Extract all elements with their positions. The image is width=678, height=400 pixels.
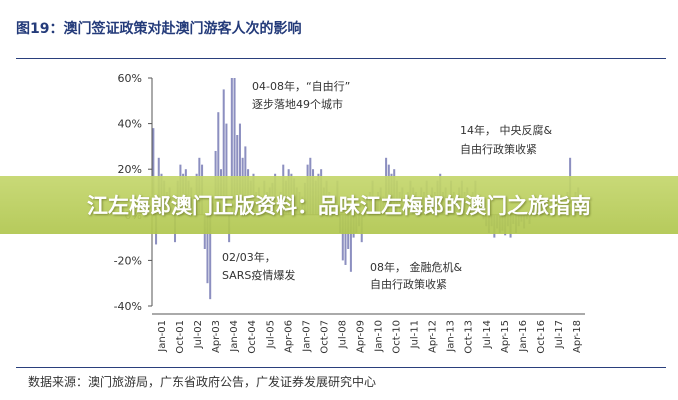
source-note: 数据来源：澳门旅游局，广东省政府公告，广发证券发展研究中心 bbox=[28, 375, 377, 389]
x-tick-label: Oct-16 bbox=[536, 320, 547, 354]
x-tick-label: Oct-07 bbox=[319, 320, 330, 354]
y-tick-label: 20% bbox=[118, 163, 142, 176]
figure-title: 图19：澳门签证政策对赴澳门游客人次的影响 bbox=[16, 21, 302, 37]
x-tick-label: Jul-08 bbox=[337, 320, 348, 349]
x-tick-label: Apr-12 bbox=[428, 320, 439, 353]
annotations: 04-08年，“自由行” 逐步落地49个城市 02/03年， SARS疫情爆发 … bbox=[222, 79, 552, 291]
bar bbox=[152, 128, 155, 215]
x-tick-label: Jul-14 bbox=[482, 320, 493, 349]
bar bbox=[233, 78, 236, 215]
x-tick-label: Jul-11 bbox=[410, 320, 421, 349]
bar bbox=[341, 214, 344, 261]
annotation-financial-crisis-line1: 08年， 金融危机& bbox=[370, 260, 462, 274]
x-tick-label: Jul-05 bbox=[265, 320, 276, 349]
bar bbox=[344, 214, 347, 265]
annotation-anticorruption-line1: 14年， 中央反腐& bbox=[460, 123, 552, 137]
x-tick-label: Jan-07 bbox=[301, 320, 312, 353]
bar bbox=[236, 135, 239, 215]
annotation-sars-line2: SARS疫情爆发 bbox=[222, 268, 295, 282]
x-tick-label: Jan-16 bbox=[518, 320, 529, 353]
overlay-banner: 江左梅郎澳门正版资料：品味江左梅郎的澳门之旅指南 bbox=[0, 176, 678, 234]
x-tick-label: Jul-17 bbox=[554, 320, 565, 349]
overlay-banner-text: 江左梅郎澳门正版资料：品味江左梅郎的澳门之旅指南 bbox=[87, 194, 591, 218]
bar bbox=[349, 214, 352, 272]
y-tick-label: -40% bbox=[114, 300, 142, 313]
x-tick-label: Apr-06 bbox=[283, 320, 294, 353]
x-tick-label: Jan-13 bbox=[446, 320, 457, 353]
x-tick-label: Apr-03 bbox=[211, 320, 222, 353]
bar bbox=[217, 112, 220, 215]
x-tick-label: Oct-13 bbox=[464, 320, 475, 354]
annotation-anticorruption-line2: 自由行政策收紧 bbox=[460, 142, 537, 156]
x-tick-label: Oct-01 bbox=[175, 320, 186, 354]
x-tick-label: Apr-18 bbox=[572, 320, 583, 353]
title-divider bbox=[16, 58, 666, 59]
x-tick-label: Jan-04 bbox=[229, 320, 240, 353]
axes: -40%-20%0%20%40%60%Jan-01Oct-01Jul-02Apr… bbox=[114, 72, 585, 354]
x-tick-label: Oct-10 bbox=[392, 320, 403, 354]
x-tick-label: Jan-01 bbox=[157, 320, 168, 353]
bar bbox=[230, 78, 233, 215]
bar bbox=[225, 123, 228, 215]
bar bbox=[222, 89, 225, 215]
x-tick-label: Jan-10 bbox=[374, 320, 385, 353]
source-divider bbox=[16, 367, 666, 368]
bar bbox=[238, 123, 241, 215]
x-tick-label: Jul-02 bbox=[193, 320, 204, 349]
bar bbox=[206, 214, 209, 284]
annotation-financial-crisis-line2: 自由行政策收紧 bbox=[370, 277, 447, 291]
annotation-sars-line1: 02/03年， bbox=[222, 250, 276, 264]
x-tick-label: Apr-09 bbox=[356, 320, 367, 353]
x-tick-label: Oct-04 bbox=[247, 320, 258, 354]
y-tick-label: 60% bbox=[118, 72, 142, 85]
y-tick-label: 40% bbox=[118, 118, 142, 131]
annotation-free-travel-line2: 逐步落地49个城市 bbox=[252, 97, 343, 111]
y-tick-label: -20% bbox=[114, 254, 142, 267]
bar bbox=[209, 214, 212, 300]
annotation-free-travel-line1: 04-08年，“自由行” bbox=[252, 79, 350, 93]
x-tick-label: Apr-15 bbox=[500, 320, 511, 353]
